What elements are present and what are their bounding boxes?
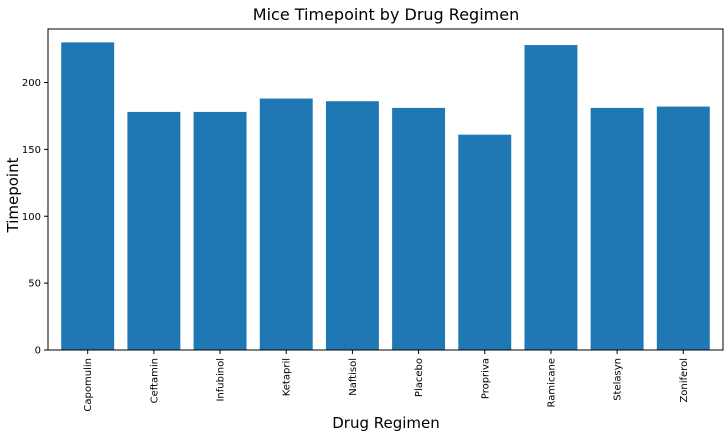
y-axis-ticks: 0 50 100 150 200 — [22, 78, 48, 357]
x-tick-label: Stelasyn — [613, 358, 624, 401]
bar-ceftamin — [127, 111, 181, 350]
bars-group — [61, 42, 710, 351]
x-tick-label: Zoniferol — [679, 358, 690, 403]
bar-ramicane — [524, 45, 578, 351]
x-tick-label: Ramicane — [546, 358, 557, 408]
y-tick-label: 150 — [22, 145, 41, 156]
x-axis-ticks: Capomulin Ceftamin Infubinol Ketapril Naftis… — [83, 350, 690, 412]
bar-zoniferol — [656, 106, 710, 350]
x-tick-label: Ketapril — [282, 358, 293, 396]
x-tick-label: Propriva — [480, 358, 491, 399]
bar-naftisol — [325, 101, 379, 350]
y-tick-label: 100 — [22, 212, 41, 223]
chart-title: Mice Timepoint by Drug Regimen — [253, 5, 519, 24]
bar-capomulin — [61, 42, 115, 350]
bar-propriva — [458, 134, 512, 350]
x-tick-label: Infubinol — [216, 358, 227, 402]
x-tick-label: Placebo — [414, 358, 425, 397]
y-tick-label: 0 — [35, 346, 41, 357]
bar-placebo — [392, 107, 446, 350]
y-tick-label: 200 — [22, 78, 41, 89]
plot-frame — [47, 28, 724, 351]
bar-ketapril — [259, 98, 313, 350]
x-tick-label: Ceftamin — [149, 358, 160, 403]
bar-stelasyn — [590, 107, 644, 350]
y-tick-label: 50 — [28, 279, 41, 290]
bar-infubinol — [193, 111, 247, 350]
x-tick-label: Naftisol — [348, 358, 359, 396]
x-axis-label: Drug Regimen — [332, 414, 440, 432]
y-axis-label: Timepoint — [4, 157, 22, 233]
x-tick-label: Capomulin — [83, 358, 94, 412]
